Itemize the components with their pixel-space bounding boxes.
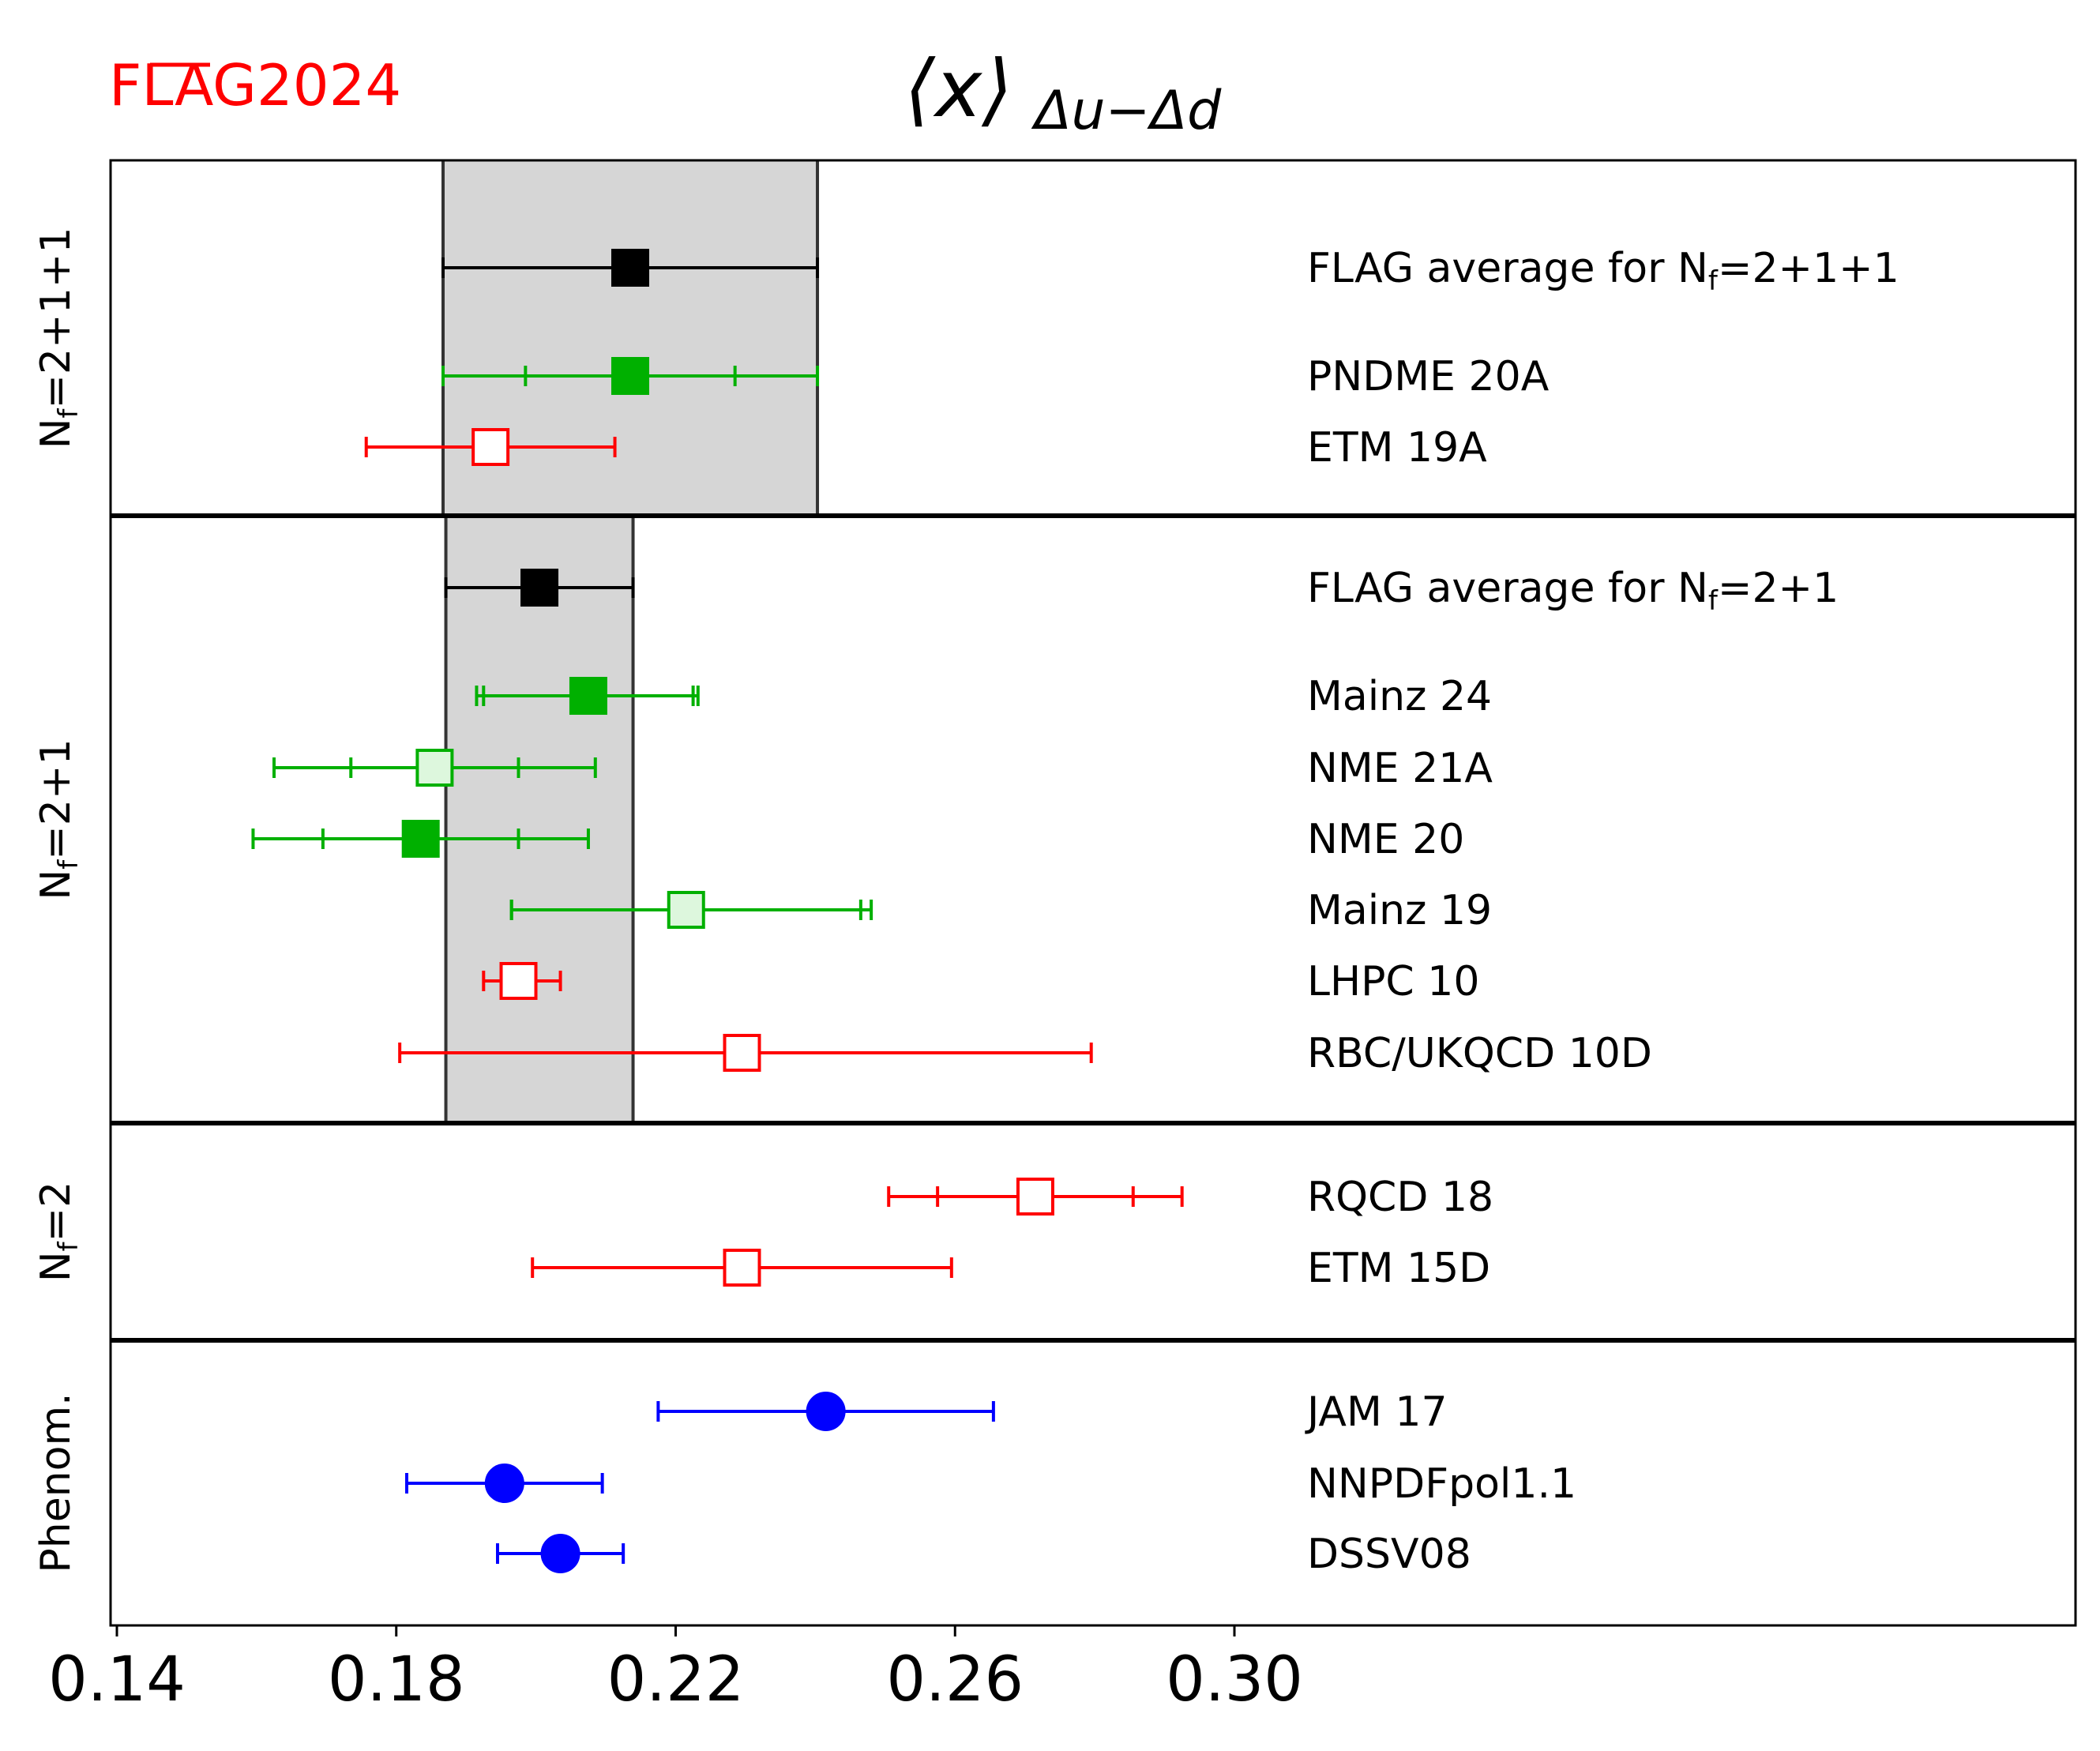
group-label: Nf=2: [32, 1182, 85, 1283]
group-label-subscript: f: [53, 859, 85, 870]
square-marker: [520, 569, 559, 607]
square-marker: [415, 749, 454, 787]
data-point: [509, 891, 873, 929]
data-point: [272, 749, 597, 787]
chart-title: ⟨x⟩ Δu−Δd: [904, 43, 1222, 142]
entry-label: JAM 17: [1305, 1388, 1448, 1436]
data-point: [887, 1178, 1184, 1216]
square-marker: [569, 677, 607, 715]
entry-label: DSSV08: [1307, 1531, 1471, 1578]
entry-label: LHPC 10: [1307, 958, 1479, 1005]
x-tick-label: 0.18: [328, 1644, 465, 1715]
x-axis: 0.14 0.18 0.22 0.26 0.30: [48, 1625, 1303, 1715]
entry-label: RBC/UKQCD 10D: [1307, 1030, 1652, 1077]
logo-year: 2024: [257, 52, 401, 118]
entry-label: NME 21A: [1307, 745, 1493, 792]
group-label-text: Phenom.: [32, 1392, 80, 1573]
group-label-subscript: f: [53, 408, 85, 419]
title-main: ⟨x⟩: [904, 43, 1012, 135]
square-marker: [667, 891, 705, 929]
group-label-text: =2: [32, 1182, 80, 1242]
square-marker: [611, 249, 650, 287]
entry-label: NNPDFpol1.1: [1307, 1460, 1576, 1508]
data-point: [531, 1249, 953, 1287]
entry-label: Mainz 19: [1307, 887, 1492, 934]
data-point: [656, 1392, 995, 1431]
x-tick-label: 0.26: [886, 1644, 1024, 1715]
label-text: =2+1+1: [1718, 245, 1899, 292]
entry-label: ETM 15D: [1307, 1245, 1490, 1292]
label-text: FLAG average for N: [1307, 245, 1708, 292]
entry-label: NME 20: [1307, 816, 1464, 863]
data-point: [251, 820, 590, 858]
data-point: [398, 1034, 1093, 1072]
data-point: [482, 962, 562, 1000]
label-subscript: f: [1708, 265, 1719, 297]
data-point: [475, 677, 700, 715]
data-point: [441, 357, 820, 395]
group-label-text: N: [32, 870, 80, 900]
average-band: [445, 516, 633, 1123]
x-tick-label: 0.30: [1166, 1644, 1303, 1715]
title-subscript: Δu−Δd: [1031, 80, 1222, 142]
group-label: Nf=2+1+1: [32, 227, 85, 449]
data-point: [444, 569, 635, 607]
entry-label: RQCD 18: [1307, 1174, 1493, 1221]
square-marker: [611, 357, 650, 395]
entry-label: PNDME 20A: [1307, 353, 1550, 400]
square-marker: [1016, 1178, 1054, 1216]
data-point: [495, 1534, 625, 1573]
circle-marker: [540, 1534, 580, 1573]
group-label: Nf=2+1: [32, 738, 85, 900]
x-tick-label: 0.22: [607, 1644, 745, 1715]
group-label-text: N: [32, 419, 80, 449]
plot-frame: [109, 159, 2077, 1627]
data-point: [441, 249, 820, 287]
data-point: [364, 428, 617, 466]
average-bands: [441, 160, 820, 1123]
label-text: FLAG average for N: [1307, 565, 1708, 612]
label-text: =2+1: [1718, 565, 1839, 612]
label-subscript: f: [1708, 585, 1719, 617]
circle-marker: [484, 1464, 524, 1503]
square-marker: [723, 1249, 761, 1287]
group-label-text: =2+1: [32, 738, 80, 859]
data-point: [405, 1464, 604, 1503]
square-marker: [401, 820, 440, 858]
group-label-subscript: f: [53, 1241, 85, 1251]
svg-text:FLAG2024: FLAG2024: [109, 52, 401, 118]
entry-label: ETM 19A: [1307, 424, 1487, 472]
group-label: Phenom.: [32, 1392, 80, 1573]
entry-label: Mainz 24: [1307, 673, 1492, 720]
square-marker: [471, 428, 510, 466]
entry-label: FLAG average for Nf=2+1+1: [1307, 245, 1899, 297]
square-marker: [499, 962, 538, 1000]
group-label-text: =2+1+1: [32, 227, 80, 409]
entry-label: FLAG average for Nf=2+1: [1307, 565, 1839, 617]
square-marker: [723, 1034, 761, 1072]
data-marks: [251, 249, 1184, 1573]
group-label-text: N: [32, 1251, 80, 1282]
circle-marker: [806, 1392, 846, 1431]
x-tick-label: 0.14: [48, 1644, 186, 1715]
flag-logo: FLAG2024: [109, 52, 401, 118]
logo-brand: FLAG: [109, 52, 257, 118]
plot-border: [109, 159, 2077, 1627]
